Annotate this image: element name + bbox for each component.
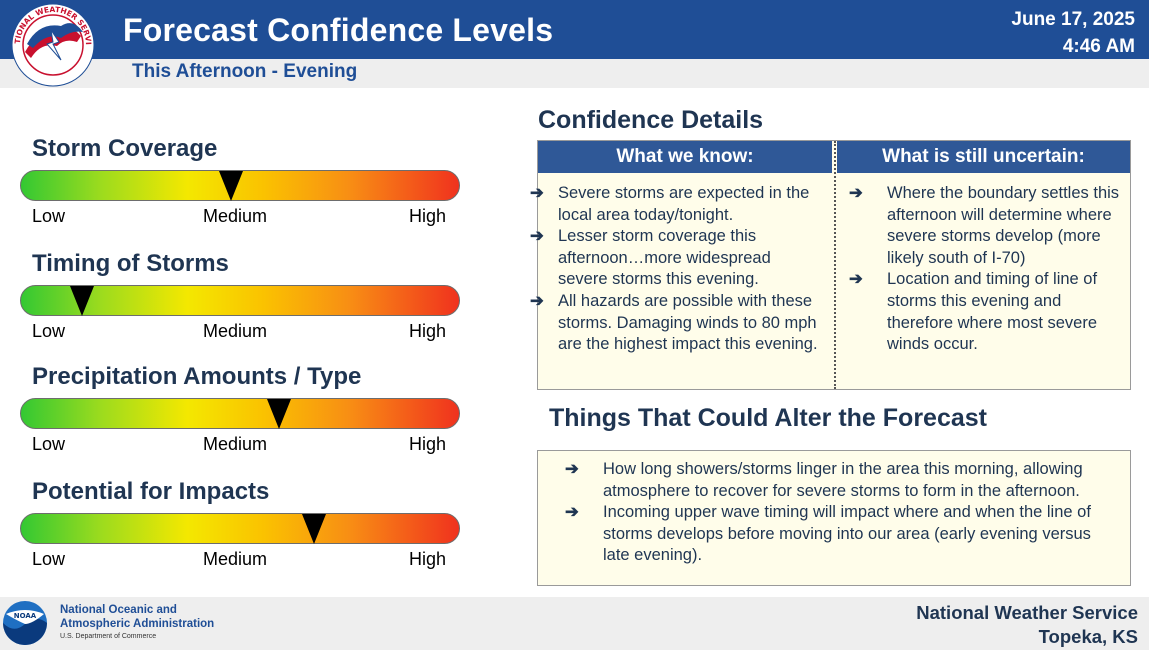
known-column-header: What we know: <box>538 141 832 173</box>
alter-item-text: Incoming upper wave timing will impact w… <box>603 503 1091 565</box>
arrow-icon: ➔ <box>565 503 579 522</box>
confidence-details-title: Confidence Details <box>538 106 764 134</box>
issue-datetime: June 17, 2025 4:46 AM <box>1011 6 1135 60</box>
meter-title-storm-coverage: Storm Coverage <box>32 135 218 162</box>
header-bar <box>0 0 1149 59</box>
noaa-logo-text: NOAA <box>14 612 37 620</box>
arrow-icon: ➔ <box>565 460 579 478</box>
nws-logo-icon: NATIONAL WEATHER SERVICE <box>7 2 95 87</box>
uncertain-list: ➔ Where the boundary settles this afterno… <box>849 183 1129 356</box>
issue-time: 4:46 AM <box>1062 36 1135 57</box>
uncertain-column-header: What is still uncertain: <box>837 141 1130 173</box>
known-item-text: Lesser storm coverage this afternoon…mor… <box>558 227 771 289</box>
uncertain-item-text: Where the boundary settles this afternoo… <box>887 184 1120 267</box>
column-divider <box>834 141 836 389</box>
alter-item-text: How long showers/storms linger in the ar… <box>603 460 1083 500</box>
noaa-department: U.S. Department of Commerce <box>60 633 157 640</box>
meter-label-low: Low <box>32 206 66 226</box>
uncertain-item-text: Location and timing of line of storms th… <box>887 270 1098 354</box>
noaa-name-line2: Atmospheric Administration <box>60 617 215 630</box>
meter-label-high: High <box>409 434 447 454</box>
meter-label-medium: Medium <box>203 549 268 569</box>
meter-marker <box>70 286 95 316</box>
meter-marker <box>267 399 292 429</box>
known-list: ➔ Severe storms are expected in the local… <box>530 183 820 356</box>
meter-bar-precipitation <box>20 398 460 429</box>
list-item: ➔ Severe storms are expected in the local… <box>530 183 820 226</box>
list-item: ➔ Incoming upper wave timing will impact … <box>565 502 1113 567</box>
office-name-line1: National Weather Service <box>916 602 1138 623</box>
meter-marker <box>302 514 327 544</box>
page-title: Forecast Confidence Levels <box>123 12 554 48</box>
list-item: ➔ Where the boundary settles this afterno… <box>849 183 1129 269</box>
noaa-logo-icon: NOAA <box>3 601 47 645</box>
meter-bar-storm-coverage <box>20 170 460 201</box>
meter-label-low: Low <box>32 549 66 569</box>
arrow-icon: ➔ <box>849 184 863 202</box>
subheader-bar <box>0 59 1149 88</box>
meter-bar-potential-impacts <box>20 513 460 544</box>
known-item-text: All hazards are possible with these stor… <box>558 291 818 354</box>
list-item: ➔ How long showers/storms linger in the a… <box>565 459 1113 502</box>
arrow-icon: ➔ <box>849 270 863 289</box>
noaa-name: National Oceanic and Atmospheric Adminis… <box>60 604 214 631</box>
alter-forecast-title: Things That Could Alter the Forecast <box>549 404 987 432</box>
footer-bar <box>0 597 1149 650</box>
meter-label-high: High <box>409 206 447 226</box>
arrow-icon: ➔ <box>530 227 544 246</box>
list-item: ➔ Lesser storm coverage this afternoon…mo… <box>530 226 820 291</box>
meter-title-precipitation: Precipitation Amounts / Type <box>32 363 362 390</box>
noaa-name-line1: National Oceanic and <box>60 604 177 616</box>
meter-bar-timing-of-storms <box>20 285 460 316</box>
meter-label-medium: Medium <box>203 434 268 454</box>
meter-label-high: High <box>409 321 447 341</box>
meter-title-potential-impacts: Potential for Impacts <box>32 478 270 505</box>
issue-date: June 17, 2025 <box>1011 9 1135 30</box>
meter-label-medium: Medium <box>203 321 268 341</box>
meter-label-medium: Medium <box>203 206 268 226</box>
alter-list: ➔ How long showers/storms linger in the a… <box>565 459 1113 567</box>
office-location: Topeka, KS <box>1038 626 1138 647</box>
meter-title-timing-of-storms: Timing of Storms <box>32 250 229 277</box>
meter-label-low: Low <box>32 434 66 454</box>
list-item: ➔ All hazards are possible with these sto… <box>530 291 820 356</box>
arrow-icon: ➔ <box>530 184 544 202</box>
arrow-icon: ➔ <box>530 291 544 310</box>
known-item-text: Severe storms are expected in the local … <box>558 184 810 224</box>
list-item: ➔ Location and timing of line of storms t… <box>849 269 1129 355</box>
page-subtitle: This Afternoon - Evening <box>132 61 358 82</box>
office-name: National Weather Service Topeka, KS <box>916 601 1138 649</box>
meter-marker <box>219 171 244 201</box>
alter-forecast-box: ➔ How long showers/storms linger in the a… <box>537 450 1131 586</box>
meter-label-low: Low <box>32 321 66 341</box>
confidence-details-box: What we know: What is still uncertain: ➔… <box>530 140 1131 390</box>
meter-label-high: High <box>409 549 447 569</box>
